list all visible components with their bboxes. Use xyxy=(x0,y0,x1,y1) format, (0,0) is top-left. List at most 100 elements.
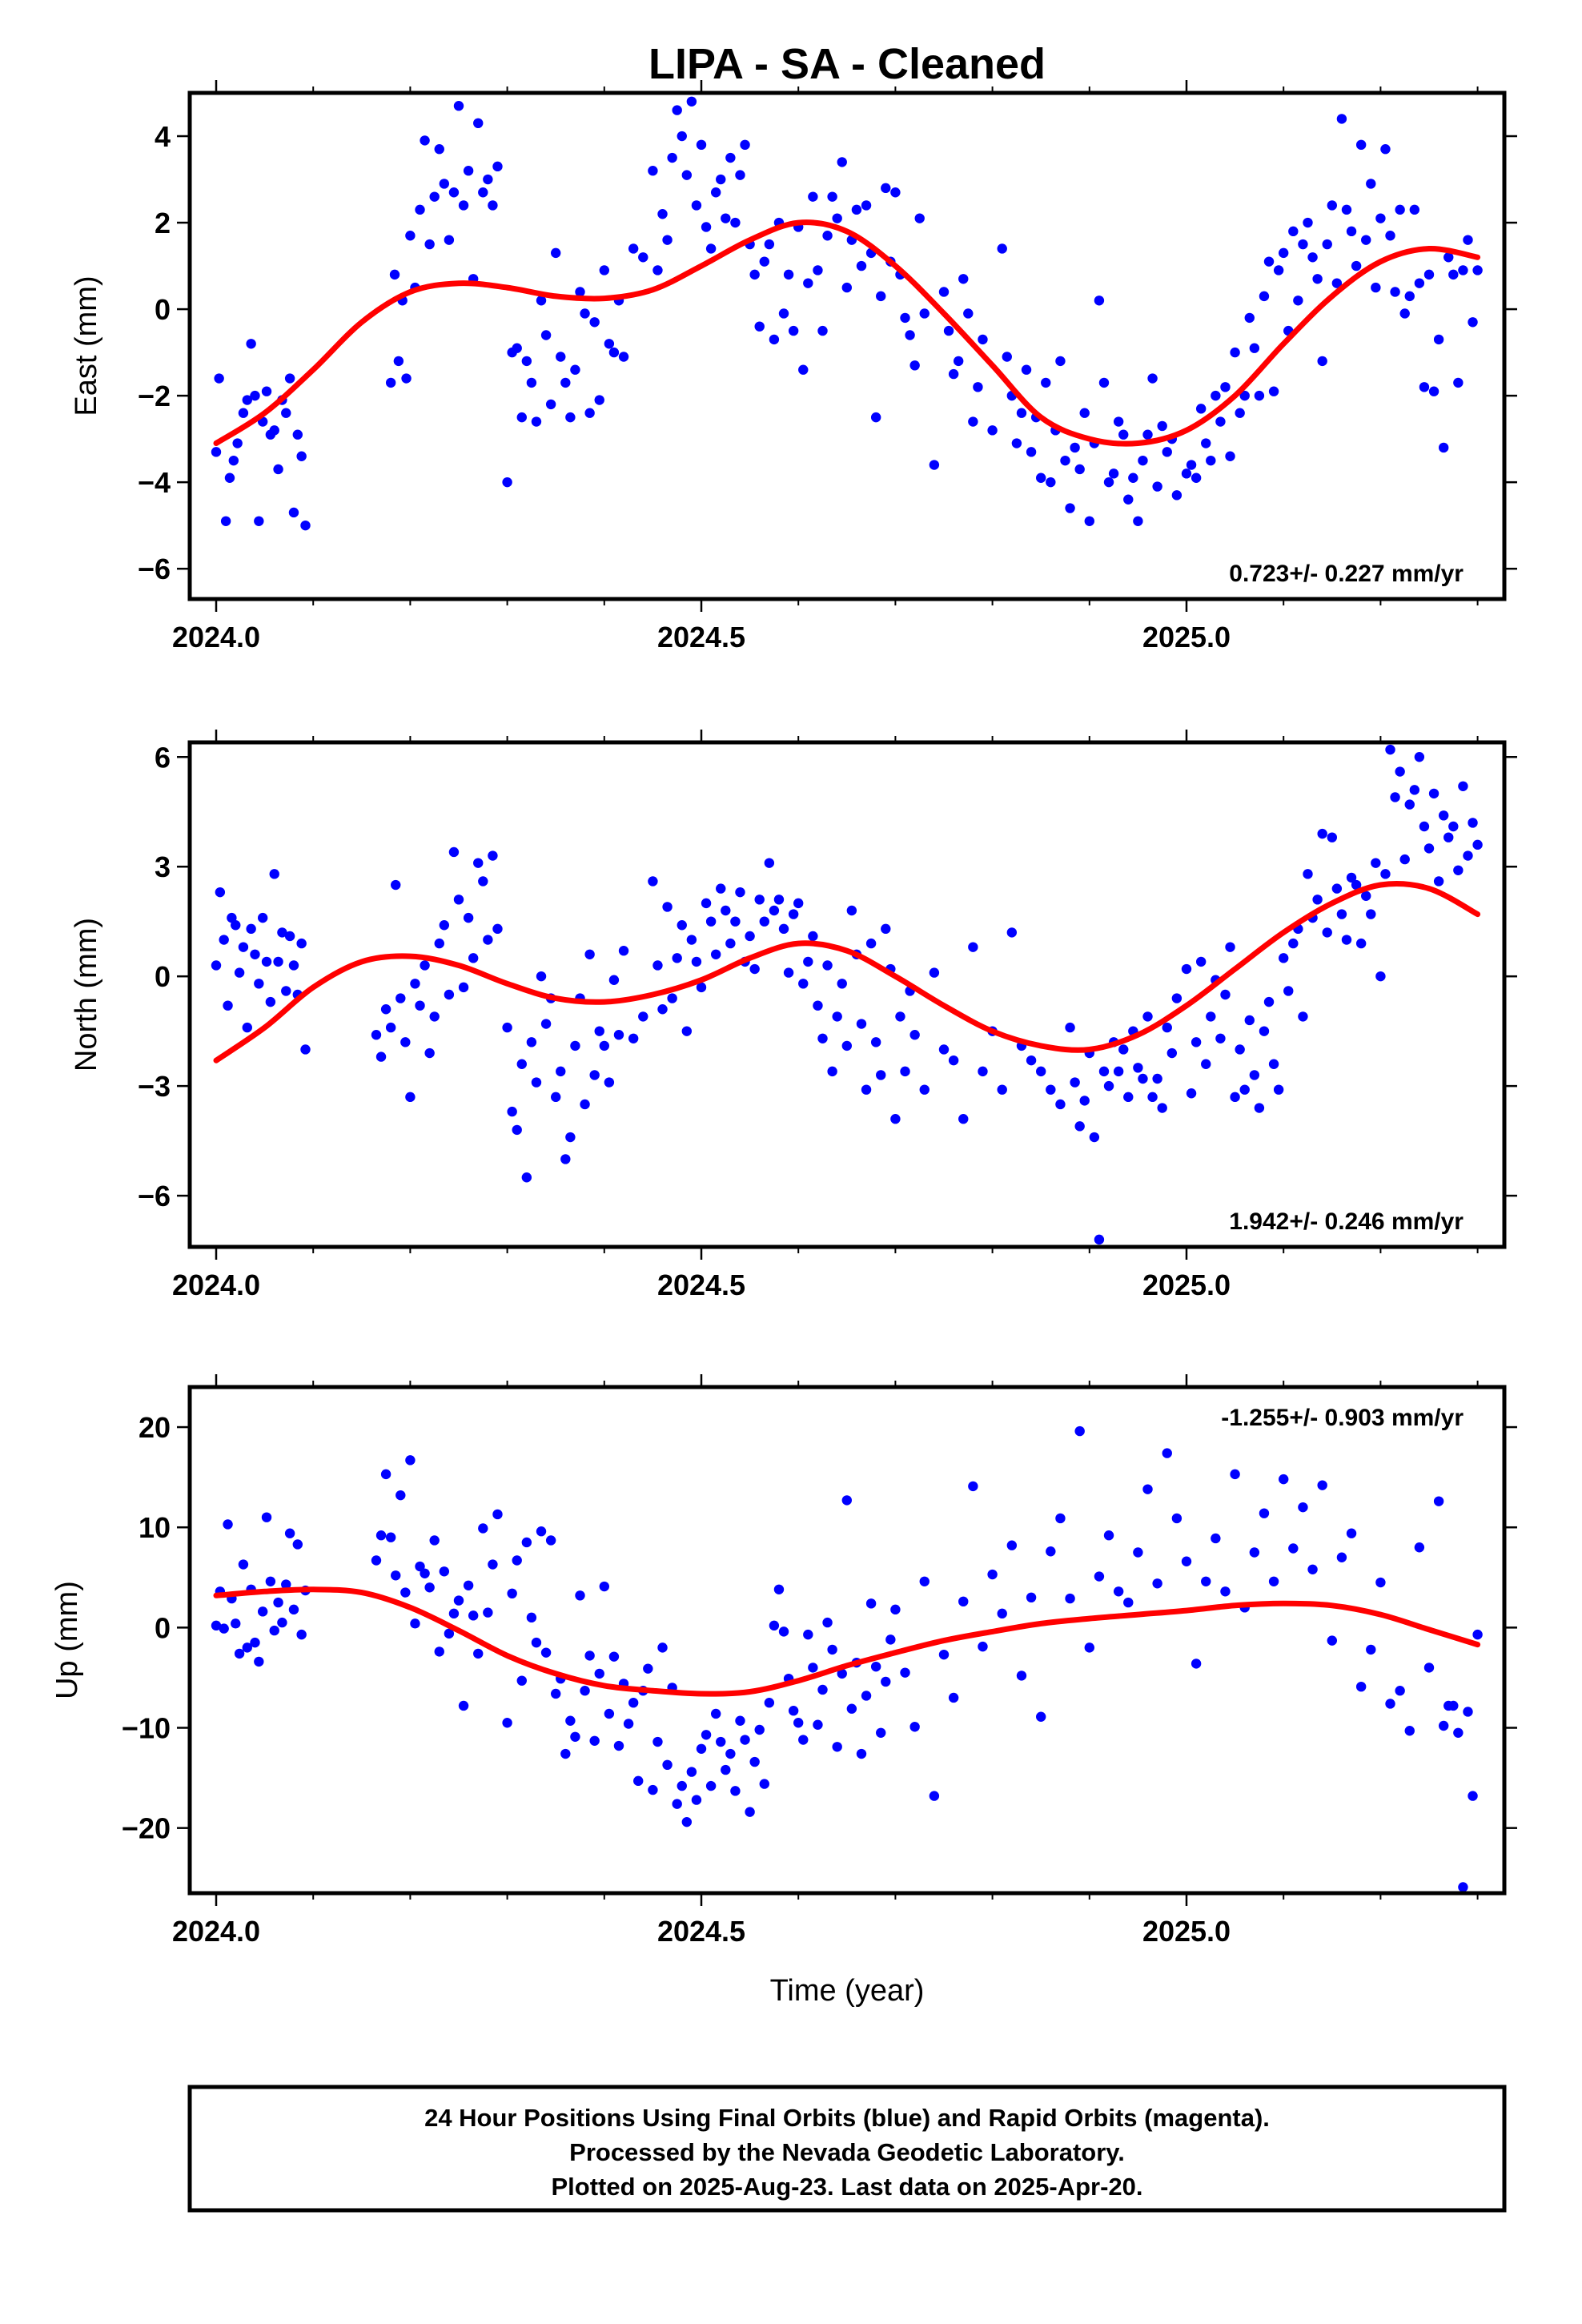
x-tick-label: 2024.5 xyxy=(657,621,745,653)
data-point xyxy=(1046,476,1056,488)
data-point xyxy=(1341,204,1352,215)
data-point xyxy=(492,161,503,172)
data-point xyxy=(773,1584,785,1595)
data-point xyxy=(478,187,488,198)
footer-line-3: Plotted on 2025-Aug-23. Last data on 202… xyxy=(551,2173,1142,2201)
data-point xyxy=(948,1692,959,1703)
data-point xyxy=(1041,377,1051,388)
data-point xyxy=(1263,256,1275,267)
data-point xyxy=(905,330,915,340)
data-point xyxy=(740,1735,750,1745)
data-point xyxy=(220,516,231,526)
x-tick-label: 2024.5 xyxy=(657,1269,745,1301)
data-point xyxy=(1026,1055,1037,1066)
data-point xyxy=(716,1736,726,1747)
data-point xyxy=(778,1626,789,1637)
data-point xyxy=(1215,416,1226,427)
data-point xyxy=(1288,938,1299,949)
data-point xyxy=(257,912,268,923)
plot-frame-east xyxy=(187,90,1507,601)
data-point xyxy=(1225,942,1235,952)
data-point xyxy=(512,1555,522,1566)
data-point xyxy=(1331,278,1343,288)
data-point xyxy=(1094,296,1105,306)
data-point xyxy=(238,408,249,418)
data-point xyxy=(1046,1546,1056,1557)
data-point xyxy=(507,1106,517,1117)
data-point xyxy=(565,412,576,423)
data-point xyxy=(400,1587,411,1598)
y-tick-label: 3 xyxy=(155,850,171,883)
data-point xyxy=(793,898,804,909)
data-point xyxy=(1195,404,1207,414)
data-point xyxy=(1152,1578,1162,1589)
data-point xyxy=(1123,1092,1134,1103)
data-point xyxy=(231,1618,241,1629)
data-point xyxy=(749,269,760,280)
data-point xyxy=(890,1114,901,1124)
data-point xyxy=(628,243,639,254)
data-point xyxy=(958,274,969,284)
data-point xyxy=(1181,1556,1192,1566)
data-point xyxy=(502,1718,512,1728)
data-point xyxy=(1463,235,1473,245)
data-point xyxy=(870,1037,881,1047)
data-point xyxy=(759,1779,769,1789)
data-point xyxy=(1390,792,1400,802)
data-point xyxy=(424,1047,435,1059)
data-point xyxy=(468,953,479,963)
data-point xyxy=(1006,1540,1018,1550)
data-point xyxy=(300,520,311,531)
points-up xyxy=(211,1425,1483,1892)
points-north xyxy=(211,744,1483,1245)
data-point xyxy=(1113,1066,1124,1077)
data-point xyxy=(764,858,775,868)
data-point xyxy=(584,408,595,418)
data-point xyxy=(1298,239,1308,250)
data-point xyxy=(1249,1070,1260,1080)
data-point xyxy=(1016,408,1027,418)
data-point xyxy=(648,166,658,176)
data-point xyxy=(885,1634,896,1645)
data-point xyxy=(1133,1063,1143,1073)
data-point xyxy=(273,464,283,475)
data-point xyxy=(232,438,243,448)
data-point xyxy=(296,451,307,461)
data-point xyxy=(1336,1552,1347,1562)
data-point xyxy=(968,1481,978,1492)
data-point xyxy=(987,425,998,436)
data-point xyxy=(978,334,988,345)
data-point xyxy=(696,1743,707,1754)
data-point xyxy=(444,1628,455,1639)
data-point xyxy=(890,187,901,198)
data-point xyxy=(662,235,673,245)
data-point xyxy=(667,152,677,163)
data-point xyxy=(919,308,930,319)
data-point xyxy=(551,1092,561,1103)
data-point xyxy=(1336,114,1347,124)
data-point xyxy=(1118,1044,1129,1055)
data-point xyxy=(735,170,745,180)
panel-up: 2024.0 2024.5 2025.0 20 10 0 −10 −20 Up (mm) -1.2… xyxy=(50,1374,1517,1948)
data-point xyxy=(1438,1720,1449,1731)
data-point xyxy=(1103,476,1114,488)
data-point xyxy=(1103,1080,1114,1092)
data-point xyxy=(1166,1047,1178,1059)
data-point xyxy=(764,1698,775,1708)
data-point xyxy=(1244,312,1255,324)
data-point xyxy=(696,982,707,993)
data-point xyxy=(837,979,847,989)
data-point xyxy=(895,1011,905,1022)
data-point xyxy=(1443,832,1454,842)
data-point xyxy=(375,1051,387,1062)
data-point xyxy=(238,942,249,952)
data-point xyxy=(1419,382,1430,392)
data-point xyxy=(846,1703,857,1714)
data-point xyxy=(1448,269,1459,280)
data-point xyxy=(759,256,769,267)
data-point xyxy=(1206,1011,1216,1022)
y-tick-label: −10 xyxy=(122,1712,171,1745)
data-point xyxy=(1428,788,1439,799)
data-point xyxy=(648,876,658,887)
data-point xyxy=(424,239,435,250)
